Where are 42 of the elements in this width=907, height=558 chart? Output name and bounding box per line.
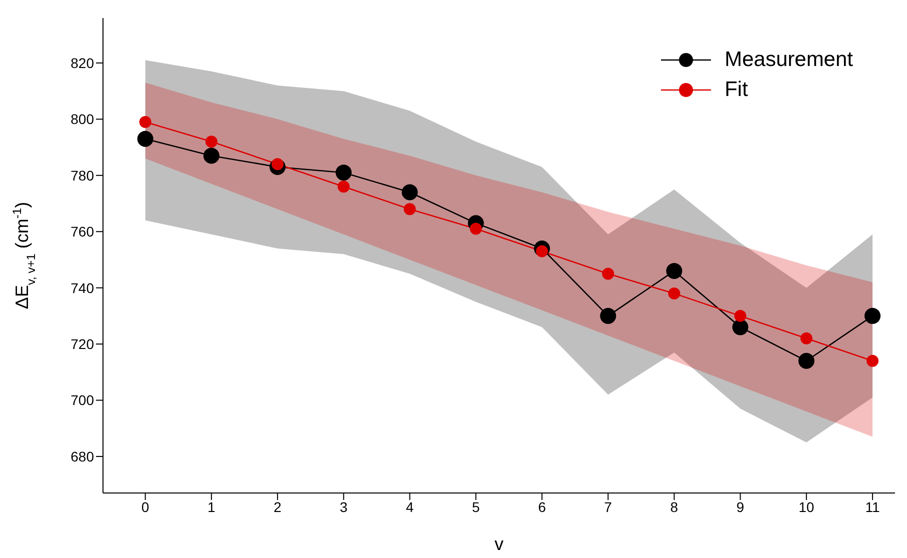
- x-tick-label: 1: [208, 498, 216, 515]
- x-tick-label: 9: [736, 498, 744, 515]
- point: [732, 319, 748, 336]
- x-tick-label: 11: [865, 498, 880, 515]
- point: [203, 148, 220, 164]
- x-tick-label: 8: [670, 498, 678, 515]
- point: [205, 136, 218, 148]
- y-tick-label: 700: [70, 392, 94, 408]
- x-tick-label: 10: [798, 498, 814, 515]
- point: [470, 222, 482, 235]
- point: [404, 203, 416, 216]
- x-axis-title: v: [494, 534, 504, 554]
- point: [866, 354, 879, 367]
- point: [668, 287, 680, 300]
- y-tick-label: 760: [70, 224, 94, 240]
- y-tick-label: 740: [70, 280, 94, 296]
- legend-label: Measurement: [724, 48, 853, 72]
- y-tick-label: 800: [70, 111, 94, 128]
- x-tick-label: 0: [141, 498, 150, 515]
- x-tick-label: 2: [274, 498, 282, 515]
- y-tick-label: 720: [70, 336, 94, 352]
- point: [336, 164, 352, 181]
- point: [338, 180, 350, 193]
- x-tick-label: 3: [340, 498, 348, 515]
- y-tick-label: 780: [70, 167, 94, 184]
- legend-label: Fit: [724, 78, 748, 102]
- point: [800, 332, 812, 344]
- point: [402, 184, 418, 200]
- x-tick-label: 6: [538, 498, 546, 515]
- point: [798, 352, 814, 369]
- point: [602, 268, 614, 280]
- point: [864, 308, 881, 324]
- y-tick-label: 680: [70, 448, 94, 464]
- x-tick-label: 4: [406, 498, 414, 515]
- x-tick-label: 7: [604, 498, 612, 515]
- y-tick-label: 820: [70, 54, 94, 71]
- point: [137, 130, 154, 147]
- point: [734, 310, 746, 322]
- point: [139, 116, 152, 128]
- point: [600, 308, 616, 324]
- x-tick-label: 5: [472, 498, 480, 515]
- point: [666, 262, 682, 279]
